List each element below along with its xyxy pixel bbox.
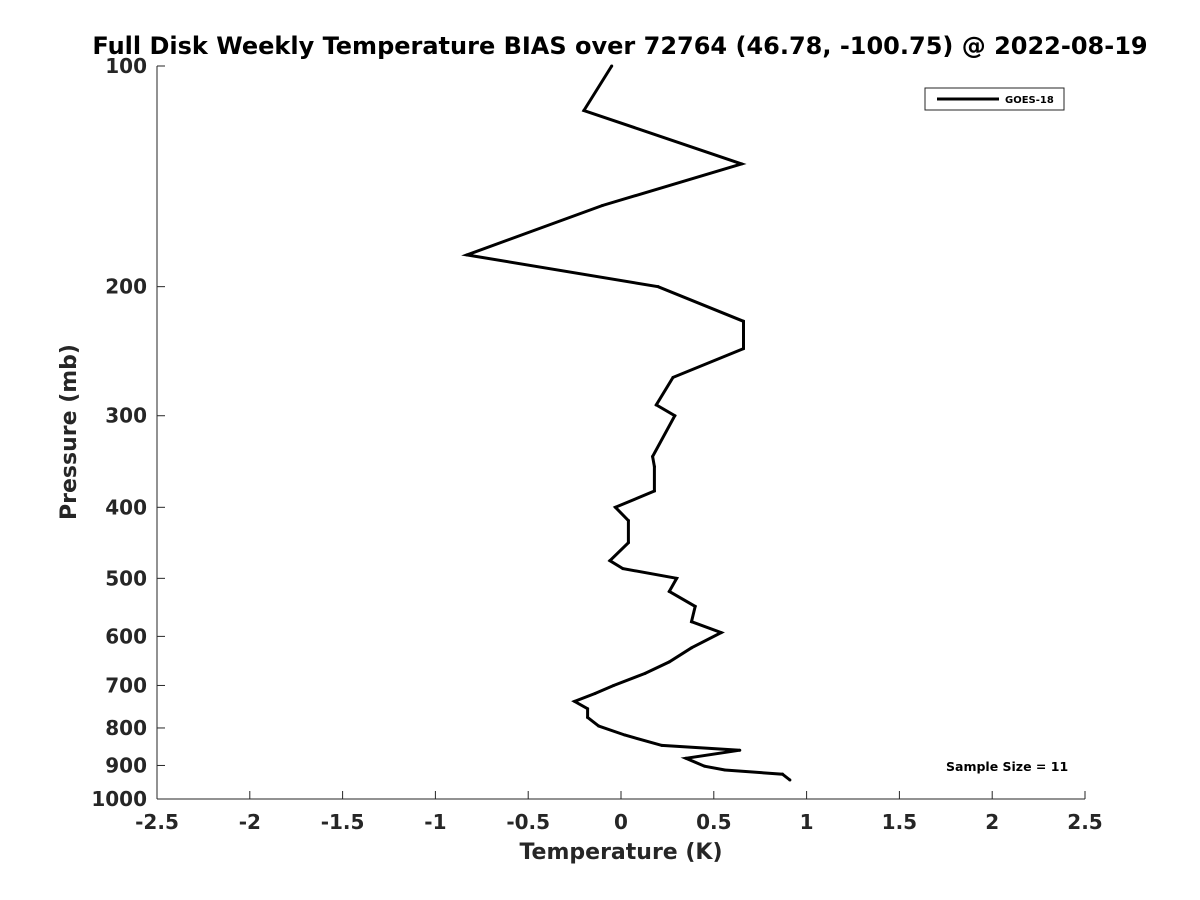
- data-point: [719, 631, 723, 635]
- data-point: [613, 505, 617, 509]
- data-point: [690, 620, 694, 624]
- data-point: [651, 455, 655, 459]
- data-point: [652, 465, 656, 469]
- x-tick-label: 0: [614, 810, 628, 834]
- data-point: [652, 489, 656, 493]
- y-tick-label: 1000: [91, 787, 147, 811]
- x-tick-label: -2: [239, 810, 261, 834]
- data-point: [623, 733, 627, 737]
- data-point: [675, 576, 679, 580]
- data-point: [690, 646, 694, 650]
- data-point: [660, 743, 664, 747]
- data-point: [608, 559, 612, 563]
- data-point: [610, 64, 614, 68]
- legend-label: GOES-18: [1005, 95, 1054, 106]
- data-point: [654, 403, 658, 407]
- legend: GOES-18: [924, 87, 1065, 111]
- chart-title: Full Disk Weekly Temperature BIAS over 7…: [92, 32, 1147, 60]
- y-tick-label: 500: [105, 566, 147, 590]
- data-point: [626, 541, 630, 545]
- y-tick-label: 900: [105, 753, 147, 777]
- x-tick-label: 0.5: [696, 810, 731, 834]
- y-tick-label: 300: [105, 404, 147, 428]
- data-point: [621, 567, 625, 571]
- data-point: [741, 319, 745, 323]
- data-point: [703, 764, 707, 768]
- y-tick-label: 800: [105, 716, 147, 740]
- data-point: [741, 347, 745, 351]
- data-point: [643, 671, 647, 675]
- data-point: [597, 724, 601, 728]
- data-point: [723, 768, 727, 772]
- x-tick-label: -1.5: [321, 810, 365, 834]
- data-point: [465, 253, 469, 257]
- data-point: [586, 707, 590, 711]
- x-tick-label: -0.5: [506, 810, 550, 834]
- y-tick-label: 600: [105, 624, 147, 648]
- plot-area: [157, 66, 1085, 799]
- data-point: [586, 715, 590, 719]
- data-point: [573, 699, 577, 703]
- data-point: [693, 604, 697, 608]
- x-tick-label: -2.5: [135, 810, 179, 834]
- x-tick-label: -1: [424, 810, 446, 834]
- data-point: [656, 285, 660, 289]
- data-point: [671, 375, 675, 379]
- x-tick-label: 2.5: [1067, 810, 1102, 834]
- data-point: [684, 756, 688, 760]
- y-axis-ticks: 100 200 300 400 500 600 700 800 900 1000: [91, 54, 165, 811]
- data-point: [667, 589, 671, 593]
- data-point: [626, 519, 630, 523]
- data-point: [667, 660, 671, 664]
- x-axis-label: Temperature (K): [519, 840, 722, 865]
- data-point: [780, 772, 784, 776]
- y-axis-label: Pressure (mb): [57, 344, 82, 520]
- sample-size-annotation: Sample Size = 11: [946, 759, 1068, 774]
- data-point: [600, 204, 604, 208]
- data-point: [582, 108, 586, 112]
- series-points: [465, 64, 792, 782]
- data-point: [788, 778, 792, 782]
- x-tick-label: 1: [800, 810, 814, 834]
- data-point: [740, 162, 744, 166]
- x-tick-label: 2: [985, 810, 999, 834]
- data-point: [738, 748, 742, 752]
- y-tick-label: 700: [105, 673, 147, 697]
- data-point: [612, 683, 616, 687]
- x-axis-ticks: -2.5 -2 -1.5 -1 -0.5 0 0.5 1 1.5 2 2.5: [135, 791, 1103, 834]
- x-tick-label: 1.5: [882, 810, 917, 834]
- data-point: [593, 692, 597, 696]
- y-tick-label: 100: [105, 54, 147, 78]
- y-tick-label: 400: [105, 495, 147, 519]
- data-point: [673, 414, 677, 418]
- y-tick-label: 200: [105, 275, 147, 299]
